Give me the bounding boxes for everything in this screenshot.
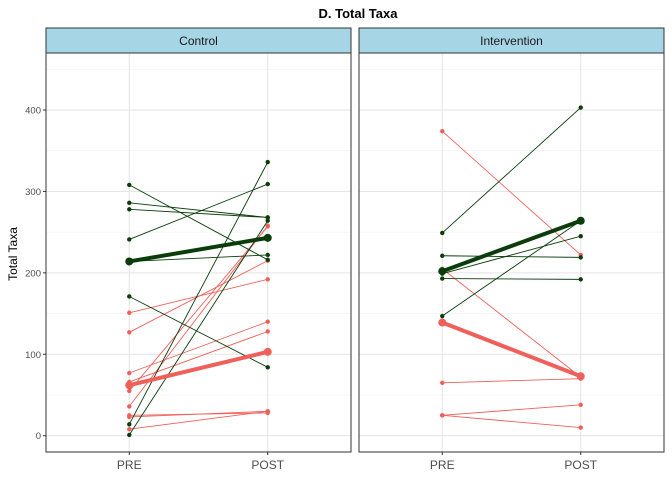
green-subject-point (578, 277, 583, 282)
green-subject-line (129, 202, 268, 218)
red-subject-point (127, 310, 132, 315)
red-mean-line (127, 349, 270, 388)
green-subject-point (265, 215, 270, 220)
green-subject-point (265, 218, 270, 223)
panel-control: Control PRE POST (45, 27, 352, 472)
green-subject-point (578, 255, 583, 260)
green-subject-point (440, 276, 445, 281)
green-subject-point (265, 181, 270, 187)
x-tick-label: PRE (117, 458, 142, 472)
green-subject-point (127, 200, 132, 206)
red-subject-point (265, 223, 270, 228)
red-subject-line (441, 268, 582, 378)
y-axis: 0 100 200 300 400 (25, 106, 46, 442)
red-subject-point (578, 402, 583, 407)
red-subject-point (578, 425, 583, 430)
green-subject-line (129, 184, 268, 261)
green-subject-point (265, 159, 270, 165)
green-mean-point (576, 216, 585, 225)
green-subject-point (127, 422, 132, 427)
y-tick-label: 200 (25, 268, 41, 279)
strip-label: Intervention (480, 34, 543, 48)
red-subject-point (127, 370, 132, 376)
red-mean-point (576, 372, 585, 381)
red-subject-line (442, 378, 581, 384)
green-subject-point (440, 253, 445, 258)
red-mean-point (125, 381, 134, 390)
green-subject-point (440, 313, 445, 319)
red-subject-point (265, 409, 270, 414)
green-subject-line (442, 220, 581, 317)
green-subject-point (127, 207, 132, 212)
red-subject-line (442, 414, 581, 429)
red-subject-line (129, 410, 268, 430)
green-subject-line (129, 208, 268, 218)
green-mean-point (438, 267, 447, 276)
red-mean-line (440, 320, 583, 379)
green-subject-point (127, 182, 132, 188)
panel-intervention: Intervention PRE POST (358, 27, 665, 472)
y-tick-label: 100 (25, 350, 41, 361)
green-subject-line (129, 183, 268, 240)
green-subject-point (127, 237, 132, 242)
green-subject-point (265, 252, 270, 258)
red-subject-point (265, 329, 270, 334)
red-subject-point (127, 388, 132, 394)
red-subject-line (129, 321, 268, 374)
chart-title: D. Total Taxa (319, 6, 399, 21)
red-subject-point (265, 319, 270, 324)
green-subject-point (127, 294, 132, 299)
red-subject-point (440, 380, 445, 385)
red-subject-point (440, 413, 445, 418)
green-subject-line (442, 278, 581, 280)
red-subject-line (441, 130, 582, 256)
green-subject-line (128, 220, 269, 436)
green-subject-line (441, 107, 582, 234)
y-tick-label: 300 (25, 187, 41, 198)
red-subject-line (128, 226, 269, 392)
green-subject-line (442, 255, 581, 258)
red-subject-line (129, 331, 268, 383)
strip-background (358, 27, 665, 54)
strip-background (45, 27, 352, 54)
strip-label: Control (179, 34, 218, 48)
red-subject-point (127, 414, 132, 420)
red-subject-line (442, 404, 581, 416)
green-subject-point (265, 257, 270, 263)
red-subject-point (440, 128, 445, 134)
red-subject-line (129, 410, 268, 418)
x-tick-label: POST (564, 458, 597, 472)
green-subject-point (578, 105, 583, 110)
panel-background (46, 53, 351, 452)
green-subject-point (127, 432, 132, 438)
red-subject-point (127, 427, 132, 432)
red-subject-line (129, 260, 268, 333)
y-tick-label: 400 (25, 106, 41, 117)
x-tick-label: PRE (430, 458, 455, 472)
red-subject-point (265, 277, 270, 282)
green-subject-line (442, 235, 581, 275)
red-subject-point (127, 404, 132, 409)
green-mean-point (125, 257, 134, 266)
green-subject-point (265, 365, 270, 370)
green-mean-point (263, 233, 272, 242)
green-mean-line (440, 218, 583, 274)
red-mean-point (263, 347, 272, 356)
green-subject-point (578, 234, 583, 239)
green-subject-point (440, 230, 445, 236)
panels-group: Control PRE POST Intervention PRE POST 0 100 200… (25, 27, 665, 472)
red-subject-point (127, 330, 132, 335)
red-mean-point (438, 318, 447, 327)
panel-background (359, 53, 664, 452)
y-tick-label: 0 (36, 431, 41, 442)
green-mean-line (127, 235, 270, 264)
x-tick-label: POST (251, 458, 284, 472)
y-axis-title: Total Taxa (6, 227, 20, 281)
